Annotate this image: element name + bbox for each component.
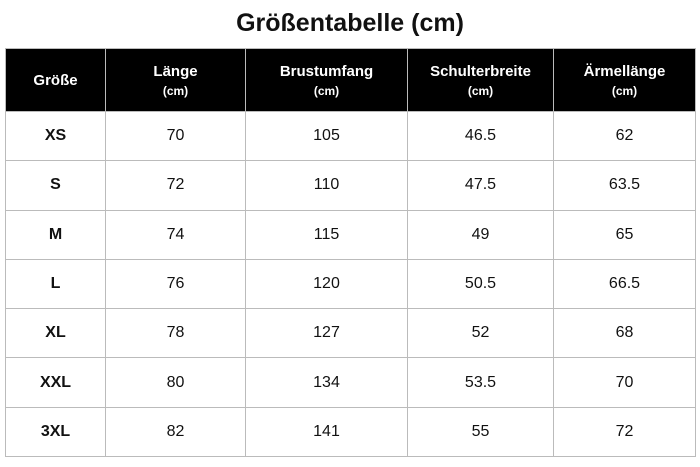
value-cell: 52 — [407, 308, 554, 359]
value-cell: 70 — [553, 357, 696, 408]
table-body: XS 70 105 46.5 62 S 72 110 47.5 63.5 M 74 115 49 65 L 76… — [5, 110, 696, 458]
column-label: Ärmellänge — [583, 62, 666, 80]
value-cell: 55 — [407, 406, 554, 458]
value-cell: 63.5 — [553, 160, 696, 211]
column-header: Länge (cm) — [105, 48, 246, 112]
column-header: Brustumfang (cm) — [245, 48, 408, 112]
value-cell: 82 — [105, 406, 246, 458]
value-cell: 115 — [245, 209, 408, 260]
value-cell: 70 — [105, 110, 246, 162]
column-unit: (cm) — [467, 83, 494, 98]
column-header: Ärmellänge (cm) — [553, 48, 696, 112]
column-label: Brustumfang — [279, 62, 374, 80]
size-cell: L — [5, 258, 106, 310]
table-row: M 74 115 49 65 — [5, 209, 696, 260]
table-row: 3XL 82 141 55 72 — [5, 406, 696, 458]
value-cell: 141 — [245, 406, 408, 458]
value-cell: 72 — [105, 160, 246, 211]
table-row: L 76 120 50.5 66.5 — [5, 258, 696, 310]
header-row: Größe Länge (cm) Brustumfang (cm) Schulterbre… — [5, 48, 696, 112]
column-header: Größe — [5, 48, 106, 112]
size-table: Größe Länge (cm) Brustumfang (cm) Schulterbre… — [5, 48, 696, 458]
column-label: Länge — [153, 62, 198, 80]
value-cell: 74 — [105, 209, 246, 260]
column-unit: (cm) — [162, 83, 189, 98]
value-cell: 62 — [553, 110, 696, 162]
size-cell: 3XL — [5, 406, 106, 458]
size-cell: M — [5, 209, 106, 260]
value-cell: 66.5 — [553, 258, 696, 310]
value-cell: 105 — [245, 110, 408, 162]
value-cell: 120 — [245, 258, 408, 310]
size-cell: S — [5, 160, 106, 211]
value-cell: 68 — [553, 308, 696, 359]
title: Größentabelle (cm) — [236, 9, 464, 37]
table-row: XXL 80 134 53.5 70 — [5, 357, 696, 408]
value-cell: 127 — [245, 308, 408, 359]
size-cell: XXL — [5, 357, 106, 408]
value-cell: 53.5 — [407, 357, 554, 408]
size-cell: XS — [5, 110, 106, 162]
table-row: XS 70 105 46.5 62 — [5, 110, 696, 162]
value-cell: 134 — [245, 357, 408, 408]
table-row: XL 78 127 52 68 — [5, 308, 696, 359]
column-label: Schulterbreite — [430, 62, 531, 80]
column-unit: (cm) — [611, 83, 638, 98]
value-cell: 110 — [245, 160, 408, 211]
value-cell: 46.5 — [407, 110, 554, 162]
column-header: Schulterbreite (cm) — [407, 48, 554, 112]
value-cell: 50.5 — [407, 258, 554, 310]
value-cell: 72 — [553, 406, 696, 458]
table-row: S 72 110 47.5 63.5 — [5, 160, 696, 211]
value-cell: 47.5 — [407, 160, 554, 211]
column-unit: (cm) — [313, 83, 340, 98]
value-cell: 49 — [407, 209, 554, 260]
value-cell: 65 — [553, 209, 696, 260]
column-label: Größe — [33, 71, 78, 89]
value-cell: 78 — [105, 308, 246, 359]
size-cell: XL — [5, 308, 106, 359]
value-cell: 76 — [105, 258, 246, 310]
value-cell: 80 — [105, 357, 246, 408]
